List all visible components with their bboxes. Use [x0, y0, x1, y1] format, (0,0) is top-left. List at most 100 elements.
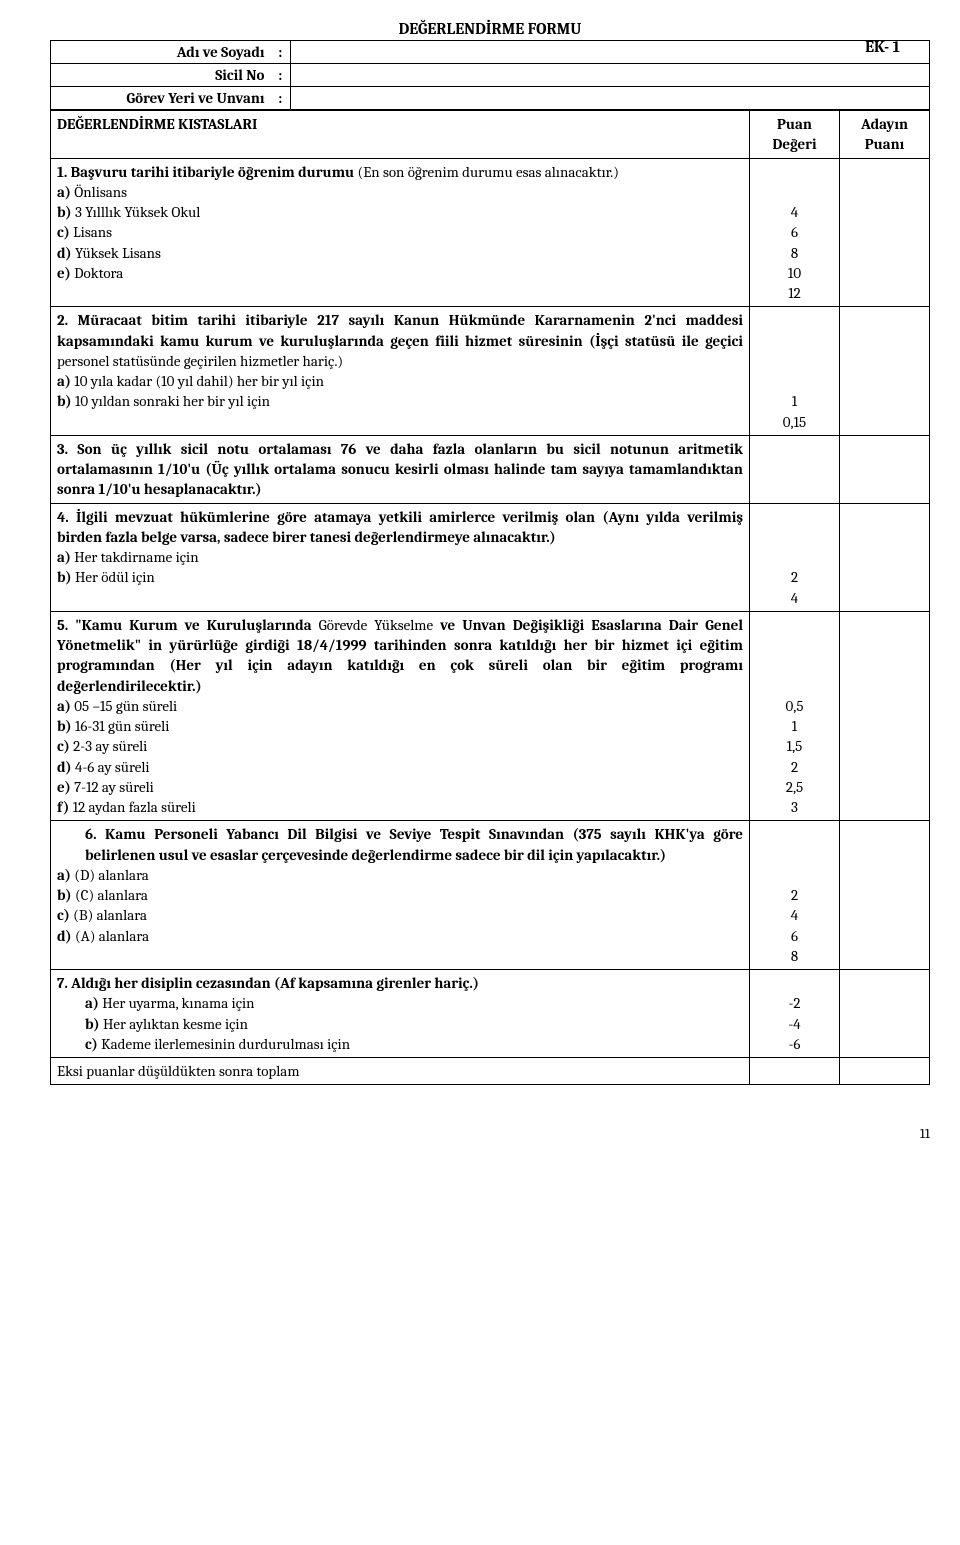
- puan-cell: -2-4-6: [750, 970, 840, 1058]
- criteria-subline: a) Her takdirname için: [57, 547, 743, 567]
- criteria-subline: f) 12 aydan fazla süreli: [57, 797, 743, 817]
- page: EK- 1 DEĞERLENDİRME FORMU Adı ve Soyadı:…: [50, 20, 930, 1142]
- puan-value: 0,15: [756, 412, 833, 432]
- aday-cell: [840, 158, 930, 307]
- criteria-cell: 1. Başvuru tarihi itibariyle öğrenim dur…: [51, 158, 750, 307]
- criteria-subline: b) Her ödül için: [57, 567, 743, 587]
- criteria-subline: c) Lisans: [57, 222, 743, 242]
- criteria-cell: 4. İlgili mevzuat hükümlerine göre atama…: [51, 503, 750, 611]
- puan-cell: 0,511,522,53: [750, 611, 840, 821]
- page-number: 11: [50, 1125, 930, 1142]
- puan-cell: 24: [750, 503, 840, 611]
- criteria-cell: 5. "Kamu Kurum ve Kuruluşlarında Görevde…: [51, 611, 750, 821]
- puan-value: 4: [756, 588, 833, 608]
- criteria-heading: 3. Son üç yıllık sicil notu ortalaması 7…: [57, 439, 743, 500]
- puan-cell: [750, 435, 840, 503]
- ek-label: EK- 1: [865, 38, 900, 56]
- puan-value: 3: [756, 797, 833, 817]
- puan-value: 1: [756, 391, 833, 411]
- criteria-heading: 5. "Kamu Kurum ve Kuruluşlarında Görevde…: [57, 615, 743, 696]
- criteria-row: 5. "Kamu Kurum ve Kuruluşlarında Görevde…: [51, 611, 930, 821]
- criteria-subline: d) 4-6 ay süreli: [57, 757, 743, 777]
- puan-value: 2: [756, 757, 833, 777]
- criteria-cell: 2. Müracaat bitim tarihi itibariyle 217 …: [51, 307, 750, 436]
- puan-cell: 2468: [750, 821, 840, 970]
- footer-puan: [750, 1058, 840, 1085]
- puan-value: 6: [756, 926, 833, 946]
- criteria-row: 1. Başvuru tarihi itibariyle öğrenim dur…: [51, 158, 930, 307]
- criteria-subline: a) 05 –15 gün süreli: [57, 696, 743, 716]
- criteria-heading: 7. Aldığı her disiplin cezasından (Af ka…: [57, 973, 743, 993]
- col-puan-header: Puan Değeri: [750, 111, 840, 159]
- header-colon: :: [271, 41, 291, 64]
- criteria-header-row: DEĞERLENDİRME KISTASLARIPuan DeğeriAdayı…: [51, 111, 930, 159]
- criteria-row: 4. İlgili mevzuat hükümlerine göre atama…: [51, 503, 930, 611]
- puan-value: 10: [756, 263, 833, 283]
- criteria-heading: 4. İlgili mevzuat hükümlerine göre atama…: [57, 507, 743, 548]
- puan-value: 4: [756, 905, 833, 925]
- header-value: [291, 87, 930, 110]
- puan-value: -6: [756, 1034, 833, 1054]
- criteria-subline: a) 10 yıla kadar (10 yıl dahil) her bir …: [57, 371, 743, 391]
- criteria-subline: e) 7-12 ay süreli: [57, 777, 743, 797]
- criteria-subline: c) 2-3 ay süreli: [57, 736, 743, 756]
- criteria-subline: b) Her aylıktan kesme için: [57, 1014, 743, 1034]
- criteria-row: 3. Son üç yıllık sicil notu ortalaması 7…: [51, 435, 930, 503]
- col-criteria-header: DEĞERLENDİRME KISTASLARI: [51, 111, 750, 159]
- footer-aday: [840, 1058, 930, 1085]
- puan-value: 2,5: [756, 777, 833, 797]
- criteria-subline: a) (D) alanlara: [57, 865, 743, 885]
- criteria-heading: 2. Müracaat bitim tarihi itibariyle 217 …: [57, 310, 743, 371]
- footer-row: Eksi puanlar düşüldükten sonra toplam: [51, 1058, 930, 1085]
- header-row: Sicil No:: [51, 64, 930, 87]
- puan-value: 0,5: [756, 696, 833, 716]
- criteria-heading: 6. Kamu Personeli Yabancı Dil Bilgisi ve…: [57, 824, 743, 865]
- criteria-row: 6. Kamu Personeli Yabancı Dil Bilgisi ve…: [51, 821, 930, 970]
- puan-value: 8: [756, 243, 833, 263]
- criteria-cell: 6. Kamu Personeli Yabancı Dil Bilgisi ve…: [51, 821, 750, 970]
- puan-value: 4: [756, 202, 833, 222]
- criteria-subline: b) (C) alanlara: [57, 885, 743, 905]
- criteria-table: DEĞERLENDİRME KISTASLARIPuan DeğeriAdayı…: [50, 110, 930, 1085]
- criteria-subline: c) (B) alanlara: [57, 905, 743, 925]
- header-colon: :: [271, 64, 291, 87]
- puan-value: -4: [756, 1014, 833, 1034]
- header-label: Görev Yeri ve Unvanı: [51, 87, 271, 110]
- puan-value: 6: [756, 222, 833, 242]
- criteria-row: 7. Aldığı her disiplin cezasından (Af ka…: [51, 970, 930, 1058]
- criteria-subline: d) (A) alanlara: [57, 926, 743, 946]
- puan-value: 12: [756, 283, 833, 303]
- criteria-row: 2. Müracaat bitim tarihi itibariyle 217 …: [51, 307, 930, 436]
- criteria-heading: 1. Başvuru tarihi itibariyle öğrenim dur…: [57, 162, 743, 182]
- form-title: DEĞERLENDİRME FORMU: [50, 20, 930, 38]
- puan-value: 2: [756, 567, 833, 587]
- aday-cell: [840, 821, 930, 970]
- puan-value: 2: [756, 885, 833, 905]
- col-aday-header: Adayın Puanı: [840, 111, 930, 159]
- criteria-cell: 3. Son üç yıllık sicil notu ortalaması 7…: [51, 435, 750, 503]
- puan-value: 8: [756, 946, 833, 966]
- puan-cell: 10,15: [750, 307, 840, 436]
- header-label: Adı ve Soyadı: [51, 41, 271, 64]
- header-value: [291, 64, 930, 87]
- header-label: Sicil No: [51, 64, 271, 87]
- footer-label: Eksi puanlar düşüldükten sonra toplam: [51, 1058, 750, 1085]
- criteria-subline: b) 3 Yılllık Yüksek Okul: [57, 202, 743, 222]
- criteria-subline: b) 10 yıldan sonraki her bir yıl için: [57, 391, 743, 411]
- header-colon: :: [271, 87, 291, 110]
- criteria-subline: e) Doktora: [57, 263, 743, 283]
- aday-cell: [840, 503, 930, 611]
- criteria-subline: a) Her uyarma, kınama için: [57, 993, 743, 1013]
- puan-value: 1: [756, 716, 833, 736]
- puan-value: -2: [756, 993, 833, 1013]
- aday-cell: [840, 611, 930, 821]
- aday-cell: [840, 435, 930, 503]
- puan-value: 1,5: [756, 736, 833, 756]
- puan-cell: 4681012: [750, 158, 840, 307]
- aday-cell: [840, 307, 930, 436]
- criteria-subline: d) Yüksek Lisans: [57, 243, 743, 263]
- criteria-subline: c) Kademe ilerlemesinin durdurulması içi…: [57, 1034, 743, 1054]
- header-value: [291, 41, 930, 64]
- criteria-subline: a) Önlisans: [57, 182, 743, 202]
- criteria-subline: b) 16-31 gün süreli: [57, 716, 743, 736]
